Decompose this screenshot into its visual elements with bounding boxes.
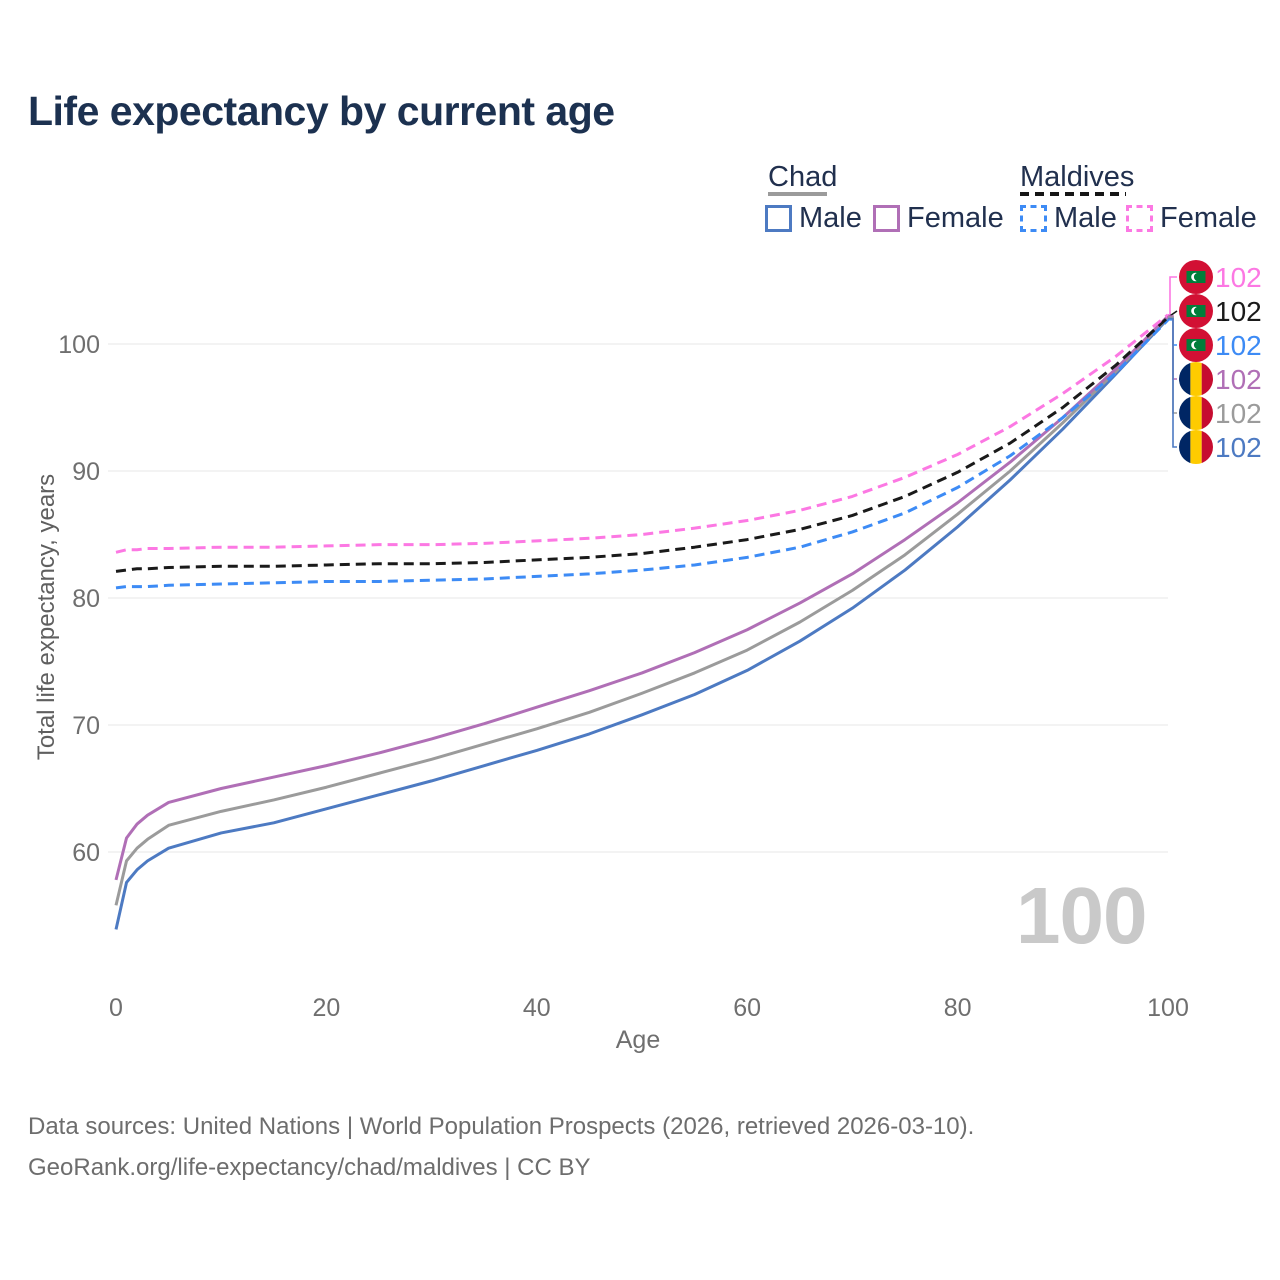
x-tick-label: 100 [1147,994,1189,1022]
data-sources-note: Data sources: United Nations | World Pop… [28,1113,975,1140]
endpoint-value-label: 102 [1215,398,1262,429]
line-maldives-female[interactable] [115,313,1169,554]
endpoint-value-label: 102 [1215,330,1262,361]
endpoint-connector [1168,276,1177,316]
legend-label: Male [799,202,862,234]
y-tick-label: 90 [72,458,100,486]
endpoint-value-label: 102 [1215,296,1262,327]
legend-group-maldives[interactable]: Maldives [1020,161,1135,193]
legend-label: Female [1160,202,1257,234]
legend-maldives-underline [1020,192,1126,196]
line-maldives-all[interactable] [115,316,1170,573]
footer: Data sources: United Nations | World Pop… [28,1106,974,1188]
endpoint-flag-chad-icon [1179,430,1213,464]
endpoint-value-label: 102 [1215,262,1262,293]
endpoint-value-label: 102 [1215,364,1262,395]
x-axis-title: Age [615,1026,661,1054]
maldives-female-swatch-icon [1126,205,1153,232]
line-chad-female[interactable] [114,315,1170,881]
legend-label: Male [1054,202,1117,234]
y-tick-label: 60 [72,839,100,867]
y-tick-label: 80 [72,585,100,613]
line-chad-male[interactable] [114,317,1170,930]
y-tick-label: 100 [58,331,100,359]
endpoint-flag-maldives-icon [1179,328,1213,362]
endpoint-flag-maldives-icon [1179,294,1213,328]
line-maldives-male[interactable] [115,318,1170,590]
x-tick-label: 0 [109,994,123,1022]
legend-item-maldives-male[interactable]: Male [1020,202,1117,235]
endpoint-flag-chad-icon [1179,362,1213,396]
endpoint-flag-maldives-icon [1179,260,1213,294]
source-url[interactable]: GeoRank.org/life-expectancy/chad/maldive… [28,1154,591,1181]
legend-item-maldives-female[interactable]: Female [1126,202,1257,235]
age-watermark: 100 [1016,871,1147,960]
endpoint-value-label: 102 [1215,432,1262,463]
x-tick-label: 40 [523,994,551,1022]
x-tick-label: 60 [733,994,761,1022]
legend-item-chad-male[interactable]: Male [765,202,862,235]
y-tick-label: 70 [72,712,100,740]
chad-male-swatch-icon [765,205,792,232]
endpoint-connector [1168,317,1177,448]
endpoint-flag-chad-icon [1179,396,1213,430]
chad-female-swatch-icon [873,205,900,232]
x-tick-label: 20 [312,994,340,1022]
page-title: Life expectancy by current age [28,88,615,134]
legend-chad-underline [768,192,827,196]
legend-label: Female [907,202,1004,234]
legend-item-chad-female[interactable]: Female [873,202,1004,235]
maldives-male-swatch-icon [1020,205,1047,232]
line-chad-all[interactable] [114,316,1170,906]
legend-group-chad[interactable]: Chad [768,161,838,193]
x-tick-label: 80 [944,994,972,1022]
